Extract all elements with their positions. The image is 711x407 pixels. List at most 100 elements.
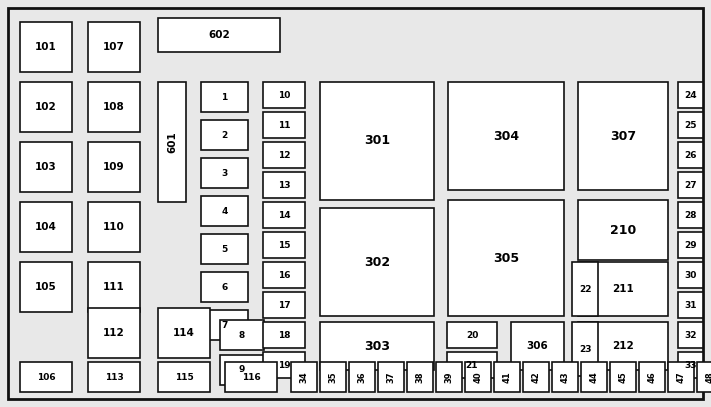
Bar <box>225 362 277 392</box>
Text: 15: 15 <box>278 241 290 249</box>
Bar <box>610 362 636 392</box>
Bar <box>220 320 264 350</box>
Bar <box>447 352 497 378</box>
Text: 302: 302 <box>364 256 390 269</box>
Bar <box>578 322 668 370</box>
Bar <box>263 262 305 288</box>
Text: 30: 30 <box>684 271 697 280</box>
Bar <box>494 362 520 392</box>
Bar <box>678 82 703 108</box>
Text: 7: 7 <box>221 320 228 330</box>
Bar <box>678 322 703 348</box>
Bar <box>201 120 248 150</box>
Bar <box>158 308 210 358</box>
Text: 109: 109 <box>103 162 125 172</box>
Bar <box>523 362 549 392</box>
Bar <box>201 272 248 302</box>
Text: 26: 26 <box>684 151 697 160</box>
Text: 43: 43 <box>560 371 570 383</box>
Bar <box>20 82 72 132</box>
Bar <box>20 262 72 312</box>
Text: 5: 5 <box>221 245 228 254</box>
Text: 303: 303 <box>364 339 390 352</box>
Text: 47: 47 <box>676 371 685 383</box>
Bar <box>263 352 305 378</box>
Text: 304: 304 <box>493 129 519 142</box>
Bar <box>407 362 433 392</box>
Bar <box>578 200 668 260</box>
Bar <box>263 172 305 198</box>
Text: 305: 305 <box>493 252 519 265</box>
Text: 210: 210 <box>610 223 636 236</box>
Text: 31: 31 <box>684 300 697 309</box>
Text: 211: 211 <box>612 284 634 294</box>
Text: 37: 37 <box>387 371 395 383</box>
Bar <box>678 292 703 318</box>
Text: 25: 25 <box>684 120 697 129</box>
Text: 306: 306 <box>527 341 548 351</box>
Text: 18: 18 <box>278 330 290 339</box>
Bar <box>88 202 140 252</box>
Bar <box>349 362 375 392</box>
Text: 11: 11 <box>278 120 290 129</box>
Bar <box>20 362 72 392</box>
Bar <box>20 202 72 252</box>
Text: 106: 106 <box>37 372 55 381</box>
Text: 12: 12 <box>278 151 290 160</box>
Text: 39: 39 <box>444 371 454 383</box>
Text: 38: 38 <box>415 371 424 383</box>
Bar <box>320 208 434 316</box>
Bar <box>448 200 564 316</box>
Bar <box>552 362 578 392</box>
Bar <box>378 362 404 392</box>
Text: 6: 6 <box>221 282 228 291</box>
Text: 101: 101 <box>35 42 57 52</box>
Bar <box>220 355 264 385</box>
Bar <box>20 142 72 192</box>
Text: 35: 35 <box>328 371 338 383</box>
Text: 113: 113 <box>105 372 124 381</box>
Bar <box>158 362 210 392</box>
Text: 115: 115 <box>175 372 193 381</box>
Bar <box>678 262 703 288</box>
Text: 601: 601 <box>167 131 177 153</box>
Text: 23: 23 <box>579 344 592 354</box>
Bar <box>263 202 305 228</box>
Bar <box>320 362 346 392</box>
Text: 42: 42 <box>532 371 540 383</box>
Text: 24: 24 <box>684 90 697 99</box>
Bar <box>291 362 317 392</box>
Text: 212: 212 <box>612 341 634 351</box>
Bar <box>263 142 305 168</box>
Bar <box>263 82 305 108</box>
Text: 4: 4 <box>221 206 228 215</box>
Text: 602: 602 <box>208 30 230 40</box>
Text: 45: 45 <box>619 371 628 383</box>
Text: 103: 103 <box>35 162 57 172</box>
Text: 29: 29 <box>684 241 697 249</box>
Bar <box>88 362 140 392</box>
Text: 3: 3 <box>221 168 228 177</box>
Bar <box>678 352 703 378</box>
Bar <box>201 82 248 112</box>
Text: 1: 1 <box>221 92 228 101</box>
Text: 19: 19 <box>278 361 290 370</box>
Text: 13: 13 <box>278 180 290 190</box>
Bar <box>678 142 703 168</box>
Text: 27: 27 <box>684 180 697 190</box>
Bar <box>88 308 140 358</box>
Text: 114: 114 <box>173 328 195 338</box>
Bar <box>678 112 703 138</box>
Text: 108: 108 <box>103 102 125 112</box>
Text: 110: 110 <box>103 222 125 232</box>
Bar <box>201 310 248 340</box>
Bar <box>678 172 703 198</box>
Bar <box>572 322 598 376</box>
Bar <box>572 262 598 316</box>
Text: 16: 16 <box>278 271 290 280</box>
Bar <box>581 362 607 392</box>
Text: 107: 107 <box>103 42 125 52</box>
Bar <box>88 82 140 132</box>
Bar <box>668 362 694 392</box>
Bar <box>88 142 140 192</box>
